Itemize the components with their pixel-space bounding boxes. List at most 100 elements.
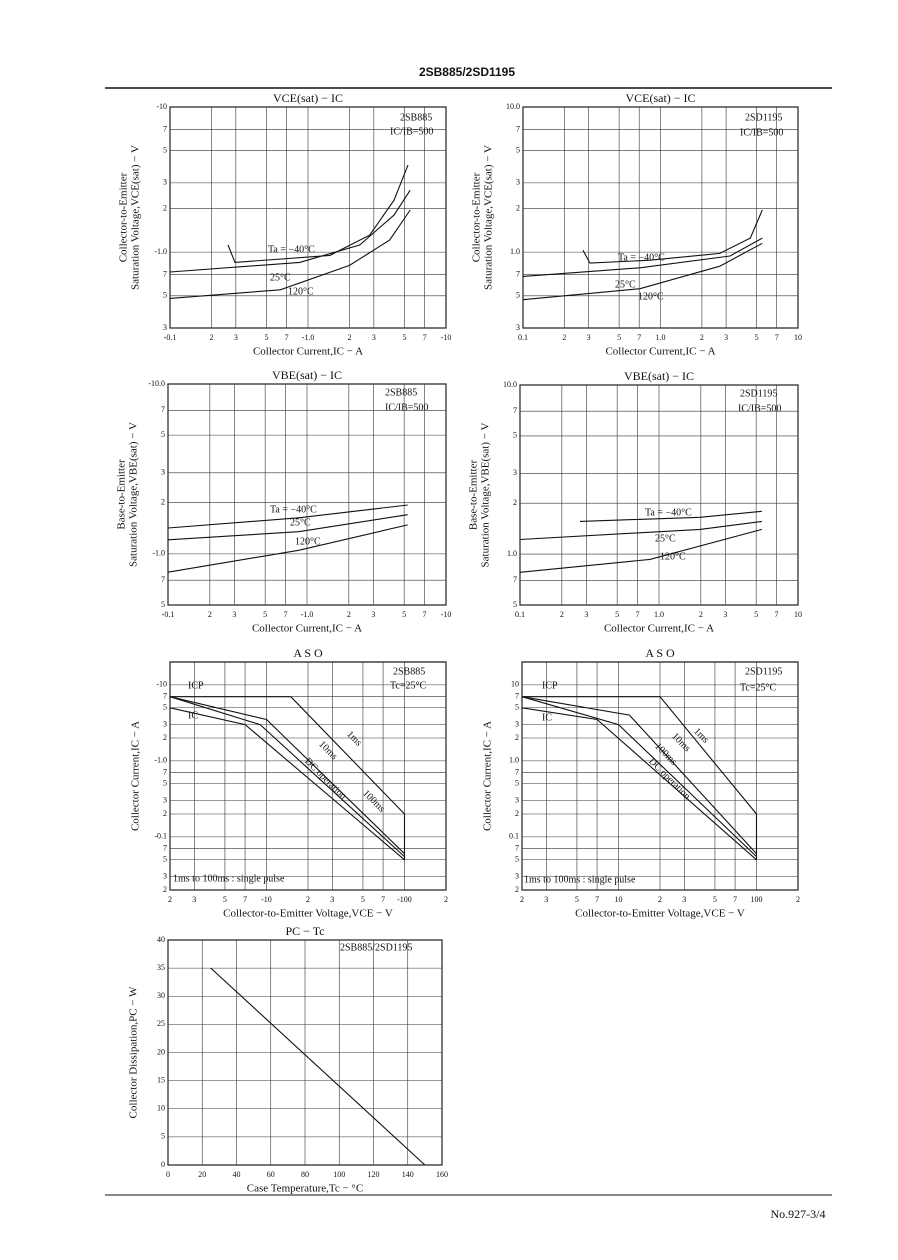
curve xyxy=(522,242,763,301)
y-axis-label: Saturation Voltage,VBE(sat) − V xyxy=(128,422,140,567)
x-tick-label: 5 xyxy=(755,333,759,342)
y-tick-label: 5 xyxy=(163,146,167,155)
x-tick-label: -10 xyxy=(261,895,272,904)
y-axis-label: Collector-to-Emitter xyxy=(118,172,130,262)
y-axis-label: Collector Current,IC − A xyxy=(482,721,494,831)
x-tick-label: 5 xyxy=(575,895,579,904)
y-axis-label: Base-to-Emitter xyxy=(116,459,128,530)
y-tick-label: 1.0 xyxy=(510,247,520,256)
curve xyxy=(170,696,406,860)
x-tick-label: 7 xyxy=(637,333,641,342)
curve-label: Ta = −40°C xyxy=(270,504,317,515)
y-tick-label: 5 xyxy=(163,291,167,300)
y-tick-label: 25 xyxy=(157,1019,165,1028)
x-tick-label: 2 xyxy=(168,895,172,904)
curve-label: Ta = −40°C xyxy=(268,244,315,255)
y-tick-label: 5 xyxy=(161,430,165,439)
x-tick-label: 3 xyxy=(682,895,686,904)
x-tick-label: 20 xyxy=(198,1170,206,1179)
chart-title: A S O xyxy=(645,646,675,660)
x-tick-label: 0 xyxy=(166,1170,170,1179)
y-tick-label: 10 xyxy=(511,680,519,689)
x-tick-label: 2 xyxy=(306,895,310,904)
x-axis-label: Collector-to-Emitter Voltage,VCE − V xyxy=(223,908,393,920)
x-tick-label: 3 xyxy=(232,610,236,619)
y-tick-label: 7 xyxy=(163,124,167,133)
annotation: Tc=25°C xyxy=(390,680,426,691)
y-axis-label: Saturation Voltage,VBE(sat) − V xyxy=(480,422,492,567)
annotation: 2SB885/2SD1195 xyxy=(340,942,412,953)
y-tick-label: 2 xyxy=(513,498,517,507)
y-tick-label: 5 xyxy=(515,779,519,788)
x-tick-label: 2 xyxy=(348,333,352,342)
y-axis-label: Collector Current,IC − A xyxy=(130,721,142,831)
page-number: No.927-3/4 xyxy=(771,1207,826,1221)
x-tick-label: 2 xyxy=(700,333,704,342)
y-tick-label: 2 xyxy=(163,203,167,212)
y-tick-label: 5 xyxy=(161,1132,165,1141)
x-tick-label: 1.0 xyxy=(654,610,664,619)
curve-label: 25°C xyxy=(615,279,636,290)
curve-label: 10ms xyxy=(316,739,339,762)
y-axis-label: Collector-to-Emitter xyxy=(471,172,483,262)
curve xyxy=(169,696,405,858)
y-tick-label: 10.0 xyxy=(503,380,517,389)
x-tick-label: -0.1 xyxy=(164,333,177,342)
y-tick-label: 5 xyxy=(163,703,167,712)
curve-label: 25°C xyxy=(290,517,311,528)
x-tick-label: 3 xyxy=(234,333,238,342)
y-tick-label: 30 xyxy=(157,991,165,1000)
annotation: IC/IB=500 xyxy=(738,403,781,414)
x-tick-label: 5 xyxy=(361,895,365,904)
x-tick-label: 7 xyxy=(381,895,385,904)
y-tick-label: 1.0 xyxy=(507,549,517,558)
annotation: 1ms to 100ms : single pulse xyxy=(173,873,285,884)
y-tick-label: 0 xyxy=(161,1160,165,1169)
x-axis-label: Collector Current,IC − A xyxy=(605,346,715,358)
y-tick-label: 7 xyxy=(163,269,167,278)
y-tick-label: 3 xyxy=(515,871,519,880)
y-tick-label: 7 xyxy=(515,843,519,852)
annotation: 1ms to 100ms : single pulse xyxy=(524,874,636,885)
x-tick-label: 2 xyxy=(520,895,524,904)
y-tick-label: 2 xyxy=(163,733,167,742)
y-tick-label: 3 xyxy=(163,719,167,728)
x-tick-label: 3 xyxy=(584,610,588,619)
x-tick-label: 80 xyxy=(301,1170,309,1179)
curve xyxy=(167,514,408,541)
y-tick-label: 3 xyxy=(513,468,517,477)
y-tick-label: 5 xyxy=(516,146,520,155)
annotation: IC/IB=500 xyxy=(390,126,433,137)
x-axis-label: Collector Current,IC − A xyxy=(252,623,362,635)
curve xyxy=(521,696,757,857)
x-tick-label: 7 xyxy=(422,610,426,619)
y-tick-label: 7 xyxy=(163,767,167,776)
y-tick-label: 7 xyxy=(516,269,520,278)
x-tick-label: 7 xyxy=(635,610,639,619)
curve xyxy=(579,510,762,522)
y-tick-label: 3 xyxy=(163,323,167,332)
y-tick-label: 5 xyxy=(161,600,165,609)
chart-title: VBE(sat) − IC xyxy=(624,369,694,383)
y-tick-label: 3 xyxy=(516,323,520,332)
curve-label: 1ms xyxy=(344,729,364,749)
annotation: ICP xyxy=(542,680,558,691)
curve xyxy=(519,520,762,541)
y-tick-label: -0.1 xyxy=(154,832,167,841)
x-tick-label: 7 xyxy=(283,610,287,619)
y-tick-label: 5 xyxy=(515,855,519,864)
y-tick-label: 7 xyxy=(161,405,165,414)
chart-title: VBE(sat) − IC xyxy=(272,368,342,382)
x-tick-label: 7 xyxy=(733,895,737,904)
curve xyxy=(522,696,758,860)
y-tick-label: 2 xyxy=(161,498,165,507)
curve xyxy=(210,967,426,1166)
x-tick-label: -10 xyxy=(441,610,452,619)
annotation: ICP xyxy=(188,680,204,691)
y-tick-label: 2 xyxy=(515,809,519,818)
curve xyxy=(522,237,763,277)
x-tick-label: 100 xyxy=(750,895,762,904)
x-axis-label: Case Temperature,Tc − °C xyxy=(247,1183,363,1195)
curve xyxy=(169,209,411,299)
